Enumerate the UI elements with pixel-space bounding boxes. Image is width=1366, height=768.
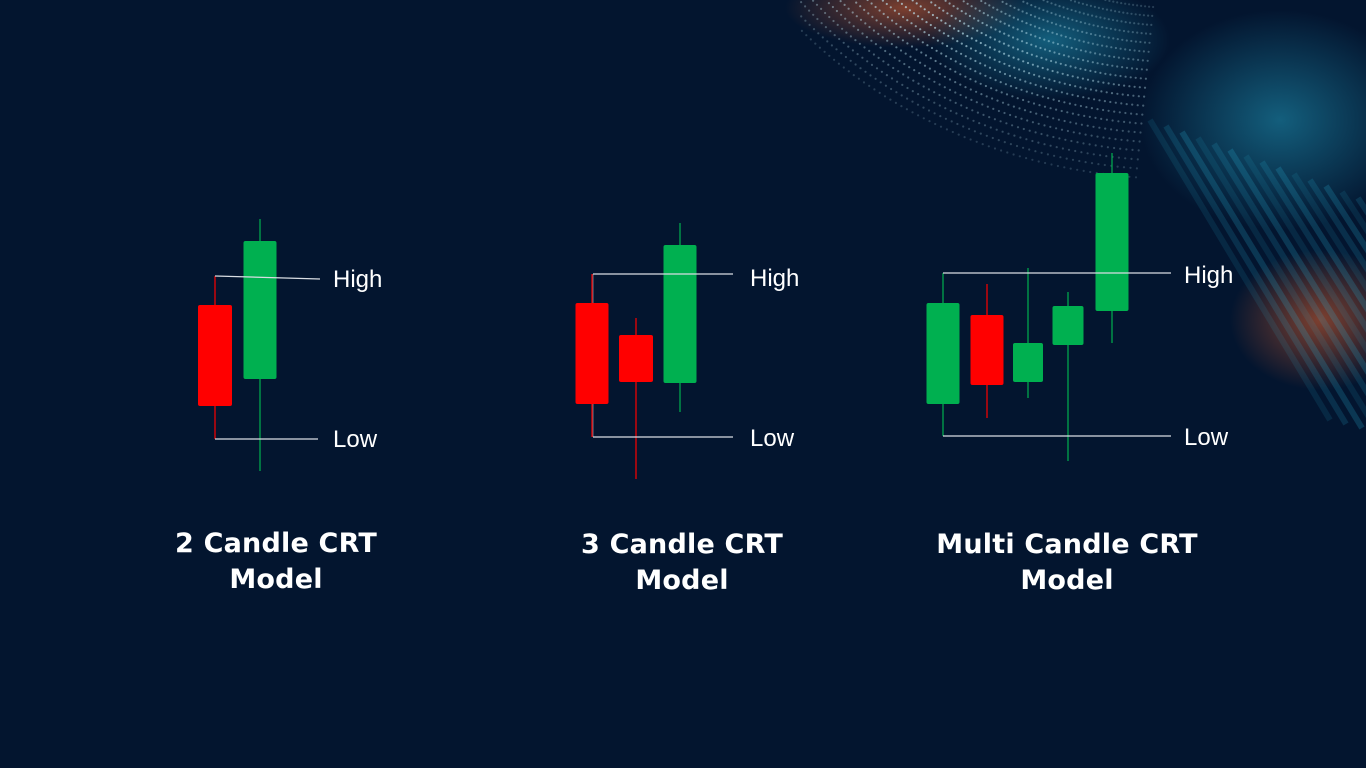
candle-body bbox=[619, 335, 653, 382]
candle-body bbox=[1095, 173, 1129, 311]
caption-line-1: Multi Candle CRT bbox=[936, 529, 1198, 560]
high-level-line bbox=[214, 275, 321, 280]
high-label: High bbox=[333, 266, 382, 293]
background-dot-wave-decoration bbox=[785, 0, 1366, 430]
three-candle-crt-caption: 3 Candle CRT Model bbox=[502, 527, 862, 599]
candle-bullish bbox=[1052, 292, 1084, 461]
candle-body bbox=[1052, 306, 1084, 345]
candle-bullish bbox=[663, 223, 697, 412]
candle-body bbox=[198, 305, 232, 406]
candle-bearish bbox=[198, 276, 232, 439]
caption-line-2: Model bbox=[229, 564, 323, 595]
high-label: High bbox=[750, 265, 799, 292]
multi-candle-crt-diagram: High Low bbox=[926, 153, 1233, 461]
multi-candle-crt-caption: Multi Candle CRT Model bbox=[887, 527, 1247, 599]
caption-line-1: 3 Candle CRT bbox=[581, 529, 783, 560]
candle-body bbox=[926, 303, 960, 404]
candle-bullish bbox=[926, 273, 960, 436]
caption-line-2: Model bbox=[635, 565, 729, 596]
candle-body bbox=[663, 245, 697, 383]
low-label: Low bbox=[1184, 424, 1229, 451]
candle-bullish bbox=[1095, 153, 1129, 343]
low-label: Low bbox=[333, 426, 378, 453]
two-candle-crt-caption: 2 Candle CRT Model bbox=[96, 526, 456, 598]
candle-body bbox=[575, 303, 609, 404]
candle-bearish bbox=[575, 274, 609, 437]
two-candle-crt-diagram: High Low bbox=[198, 219, 382, 471]
candle-body bbox=[970, 315, 1004, 385]
candle-bearish bbox=[970, 284, 1004, 418]
high-label: High bbox=[1184, 262, 1233, 289]
candle-bullish bbox=[1013, 268, 1043, 398]
candle-body bbox=[1013, 343, 1043, 382]
low-label: Low bbox=[750, 425, 795, 452]
caption-line-1: 2 Candle CRT bbox=[175, 528, 377, 559]
candle-bearish bbox=[619, 318, 653, 479]
candle-bullish bbox=[243, 219, 277, 471]
candle-body bbox=[243, 241, 277, 379]
three-candle-crt-diagram: High Low bbox=[575, 223, 799, 479]
caption-line-2: Model bbox=[1020, 565, 1114, 596]
